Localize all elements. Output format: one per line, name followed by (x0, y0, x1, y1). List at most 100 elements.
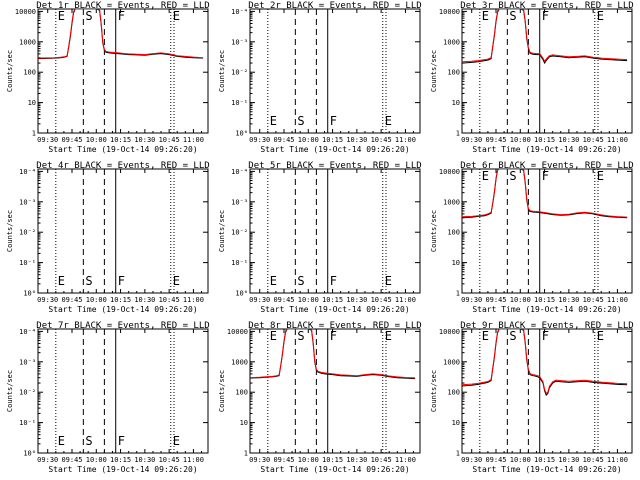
y-tick-label: 1000 (443, 38, 460, 46)
marker-label-e: E (385, 329, 392, 343)
x-tick-label: 09:30 (461, 456, 482, 464)
marker-label-s: S (297, 114, 304, 128)
marker-label-e: E (58, 9, 65, 23)
plot-frame (249, 8, 421, 134)
x-axis-label: Start Time (19-Oct-14 09:26:20) (260, 465, 409, 474)
panel-2: Det 2r BLACK = Events, RED = LLD 09:30 09:… (218, 1, 422, 154)
y-tick-label: 10⁻¹ (19, 259, 36, 267)
y-tick-label: 10⁻¹ (231, 99, 248, 107)
y-tick-label: 1000 (443, 358, 460, 366)
x-tick-label: 10:15 (322, 296, 343, 304)
x-tick-label: 09:45 (61, 456, 82, 464)
y-tick-label: 10⁻² (231, 69, 248, 77)
x-tick-label: 09:45 (485, 136, 506, 144)
x-tick-label: 10:45 (159, 136, 180, 144)
marker-label-e: E (270, 114, 277, 128)
panel-title: Det 3r BLACK = Events, RED = LLD (460, 1, 633, 11)
y-tick-label: 10000 (227, 328, 248, 336)
panel-title: Det 7r BLACK = Events, RED = LLD (36, 321, 209, 331)
plot-frame (37, 8, 209, 134)
y-tick-label: 1 (244, 450, 248, 458)
y-tick-label: 10 (240, 419, 248, 427)
panel-4: Det 4r BLACK = Events, RED = LLD 09:30 09:… (6, 161, 210, 314)
plot-frame (461, 328, 633, 454)
marker-label-e: E (173, 434, 180, 448)
y-tick-label: 10000 (439, 8, 460, 16)
plot-frame (37, 168, 209, 294)
marker-label-e: E (270, 274, 277, 288)
y-tick-label: 10⁻² (19, 389, 36, 397)
x-tick-label: 10:00 (86, 456, 107, 464)
series-lld (462, 169, 628, 218)
x-tick-label: 10:15 (110, 136, 131, 144)
x-tick-label: 09:45 (273, 296, 294, 304)
x-tick-label: 11:00 (607, 456, 628, 464)
y-tick-label: 10⁻⁴ (231, 8, 248, 16)
x-tick-label: 09:45 (273, 456, 294, 464)
plot-frame (461, 168, 633, 294)
y-tick-label: 1 (456, 130, 460, 138)
y-axis-label: Counts/sec (218, 370, 226, 412)
y-tick-label: 1000 (443, 198, 460, 206)
y-tick-label: 1000 (231, 358, 248, 366)
marker-label-s: S (297, 274, 304, 288)
y-tick-label: 10⁻⁴ (231, 168, 248, 176)
x-tick-label: 10:45 (583, 136, 604, 144)
x-tick-label: 10:45 (159, 296, 180, 304)
x-axis-label: Start Time (19-Oct-14 09:26:20) (260, 145, 409, 154)
x-tick-label: 10:30 (558, 136, 579, 144)
marker-label-f: F (330, 329, 337, 343)
x-tick-label: 10:15 (534, 296, 555, 304)
marker-label-f: F (118, 9, 125, 23)
x-tick-label: 09:45 (61, 136, 82, 144)
x-tick-label: 09:30 (37, 136, 58, 144)
panel-5: Det 5r BLACK = Events, RED = LLD 09:30 09:… (218, 161, 422, 314)
y-axis-label: Counts/sec (6, 50, 14, 92)
x-tick-label: 10:00 (510, 296, 531, 304)
x-tick-label: 10:45 (583, 456, 604, 464)
y-axis-label: Counts/sec (6, 210, 14, 252)
plot-frame (249, 328, 421, 454)
panel-8: Det 8r BLACK = Events, RED = LLD 09:30 09:… (218, 321, 422, 474)
x-tick-label: 10:45 (371, 456, 392, 464)
x-tick-label: 10:15 (534, 456, 555, 464)
x-tick-label: 11:00 (183, 456, 204, 464)
x-tick-label: 10:15 (322, 136, 343, 144)
y-tick-label: 10⁰ (235, 290, 248, 298)
y-tick-label: 1 (456, 290, 460, 298)
marker-label-f: F (330, 114, 337, 128)
y-axis-label: Counts/sec (430, 370, 438, 412)
y-tick-label: 100 (447, 229, 460, 237)
marker-label-s: S (85, 274, 92, 288)
panel-7: Det 7r BLACK = Events, RED = LLD 09:30 09:… (6, 321, 210, 474)
x-tick-label: 11:00 (183, 296, 204, 304)
y-axis-label: Counts/sec (6, 370, 14, 412)
marker-label-s: S (85, 434, 92, 448)
x-tick-label: 10:00 (510, 456, 531, 464)
marker-label-e: E (58, 274, 65, 288)
x-tick-label: 09:30 (249, 136, 270, 144)
panel-title: Det 1r BLACK = Events, RED = LLD (36, 1, 209, 11)
y-tick-label: 100 (447, 69, 460, 77)
x-tick-label: 09:45 (485, 296, 506, 304)
x-tick-label: 09:45 (273, 136, 294, 144)
x-tick-label: 10:00 (510, 136, 531, 144)
marker-label-e: E (597, 329, 604, 343)
marker-label-s: S (509, 9, 516, 23)
marker-label-e: E (597, 9, 604, 23)
y-tick-label: 10000 (439, 168, 460, 176)
x-tick-label: 09:30 (249, 296, 270, 304)
x-tick-label: 09:30 (461, 296, 482, 304)
plot-frame (461, 8, 633, 134)
panel-9: Det 9r BLACK = Events, RED = LLD 09:30 09:… (430, 321, 634, 474)
marker-label-e: E (270, 329, 277, 343)
x-tick-label: 11:00 (607, 136, 628, 144)
marker-label-e: E (482, 9, 489, 23)
x-tick-label: 10:30 (558, 296, 579, 304)
plot-frame (249, 168, 421, 294)
y-tick-label: 10 (28, 99, 36, 107)
x-tick-label: 10:00 (86, 296, 107, 304)
x-tick-label: 09:30 (249, 456, 270, 464)
